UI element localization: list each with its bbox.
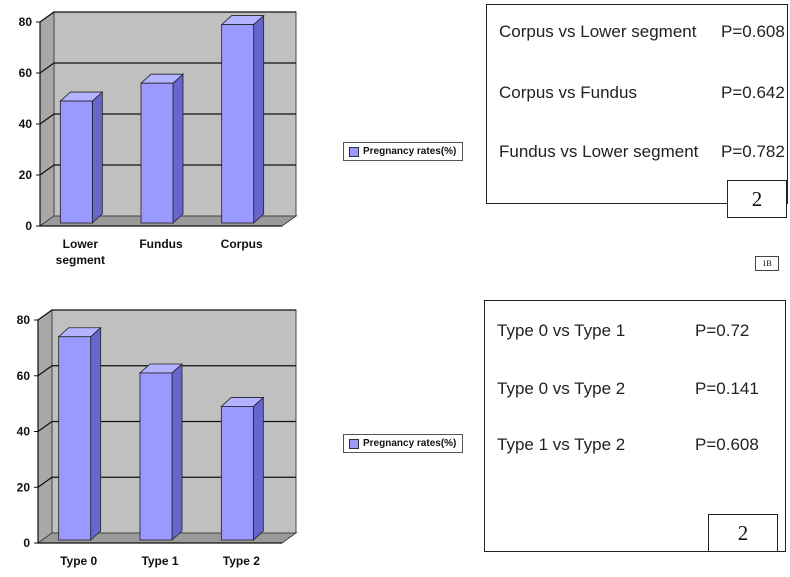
bar [59, 100, 93, 224]
legend-swatch [349, 438, 359, 449]
y-tick-label: 60 [19, 66, 33, 80]
gridline [37, 476, 296, 488]
gridline [39, 11, 296, 23]
gridline [39, 113, 296, 125]
x-tick-label: Type 2 [223, 554, 260, 568]
y-tick-label: 80 [19, 15, 33, 29]
bar-chart-location: 0 20 40 60 80 Lower segment Fundus Corpus [19, 11, 298, 267]
comparison-label: Type 0 vs Type 1 [497, 321, 626, 340]
comparison-p-value: P=0.782 [721, 142, 785, 161]
comparison-label: Fundus vs Lower segment [499, 142, 699, 161]
y-tick-label: 40 [19, 117, 33, 131]
comparison-p-value: P=0.608 [721, 22, 785, 41]
p-value-box: Corpus vs Lower segment P=0.608 Corpus v… [486, 4, 788, 204]
bar-side [172, 73, 184, 224]
comparison-p-value: P=0.608 [695, 435, 759, 454]
x-tick-label: Corpus [221, 237, 263, 251]
y-tick-label: 80 [17, 313, 31, 327]
comparison-p-value: P=0.141 [695, 379, 759, 398]
x-tick-label: Lower [63, 237, 99, 251]
bar [221, 24, 255, 224]
panel-tag: 1B [755, 256, 779, 271]
y-tick-label: 0 [23, 536, 30, 550]
legend-label: Pregnancy rates(%) [363, 438, 457, 449]
gridline [37, 309, 296, 321]
bar-side [90, 326, 102, 541]
legend-label: Pregnancy rates(%) [363, 146, 457, 157]
figure-number-box: 2 [708, 514, 778, 552]
gridline [37, 420, 296, 432]
bar-chart-type: 0 20 40 60 80 Type 0 Type 1 Type 2 [17, 309, 298, 568]
gridline [39, 164, 296, 176]
x-tick-label: Type 0 [60, 554, 97, 568]
comparison-label: Type 1 vs Type 2 [497, 435, 626, 454]
y-tick-label: 20 [19, 168, 33, 182]
y-tick-label: 0 [25, 219, 32, 233]
y-tick-label: 60 [17, 369, 31, 383]
bar-side [252, 396, 264, 541]
bar-side [91, 91, 103, 224]
x-tick-label: Type 1 [141, 554, 178, 568]
bar [139, 372, 173, 541]
comparison-label: Corpus vs Lower segment [499, 22, 697, 41]
comparison-p-value: P=0.72 [695, 321, 750, 340]
p-value-box: Type 0 vs Type 1 P=0.72 Type 0 vs Type 2… [484, 300, 786, 552]
bar-side [171, 363, 183, 541]
legend-swatch [349, 146, 359, 157]
x-tick-label: Fundus [139, 237, 183, 251]
figure-number-box: 2 [727, 180, 787, 218]
y-tick-label: 20 [17, 480, 31, 494]
x-tick-label: segment [56, 253, 105, 267]
bar-side [253, 14, 265, 224]
gridline [39, 62, 296, 74]
legend-pregnancy-rates: Pregnancy rates(%) [343, 142, 464, 161]
gridline [37, 365, 296, 377]
bar [140, 82, 174, 224]
comparison-label: Corpus vs Fundus [499, 83, 637, 102]
comparison-label: Type 0 vs Type 2 [497, 379, 626, 398]
bar [58, 336, 92, 541]
y-tick-label: 40 [17, 425, 31, 439]
legend-pregnancy-rates: Pregnancy rates(%) [343, 434, 464, 453]
comparison-p-value: P=0.642 [721, 83, 785, 102]
bar [220, 406, 254, 541]
